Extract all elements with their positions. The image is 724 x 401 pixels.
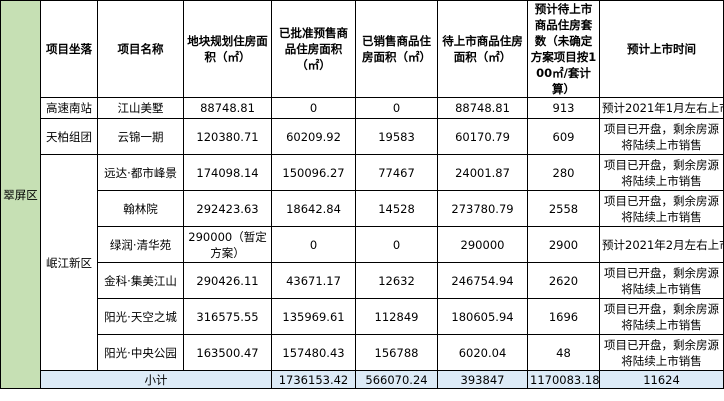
approved-area-cell: 135969.61 [271,298,356,335]
sold-area-cell: 14528 [355,190,438,227]
approved-area-cell: 18642.84 [271,190,356,227]
subtotal-sold: 393847 [437,370,528,389]
pending-area-cell: 6020.04 [437,334,528,371]
expected-units-cell: 913 [527,97,600,119]
district-cell: 翠屏区 [0,0,41,389]
planned-area-cell: 174098.14 [183,154,272,191]
sold-area-cell: 0 [355,226,438,263]
table-row: 天柏组团 云锦一期 120380.71 60209.92 19583 60170… [1,118,724,155]
housing-supply-table: 翠屏区 项目坐落 项目名称 地块规划住房面积（㎡） 已批准预售商品住房面积（㎡）… [0,0,724,389]
project-name-cell: 阳光·天空之城 [97,298,184,335]
expected-units-cell: 280 [527,154,600,191]
subtotal-approved: 566070.24 [355,370,438,389]
table-row: 阳光·中央公园 163500.47 157480.43 156788 6020.… [1,334,724,371]
project-name-cell: 远达·都市峰景 [97,154,184,191]
expected-time-cell: 项目已开盘，剩余房源将陆续上市销售 [599,118,724,155]
table-row: 绿润·清华苑 290000（暂定方案） 0 0 290000 2900 预计20… [1,226,724,263]
planned-area-cell: 120380.71 [183,118,272,155]
planned-area-cell: 292423.63 [183,190,272,227]
approved-area-cell: 60209.92 [271,118,356,155]
table-row: 高速南站 江山美墅 88748.81 0 0 88748.81 913 预计20… [1,97,724,119]
header-name: 项目名称 [97,0,184,98]
expected-time-cell: 预计2021年1月左右上市 [599,97,724,119]
approved-area-cell: 0 [271,97,356,119]
pending-area-cell: 60170.79 [437,118,528,155]
project-name-cell: 江山美墅 [97,97,184,119]
planned-area-cell: 290000（暂定方案） [183,226,272,263]
project-name-cell: 翰林院 [97,190,184,227]
expected-units-cell: 1696 [527,298,600,335]
expected-units-cell: 2900 [527,226,600,263]
table-row: 金科·集美江山 290426.11 43671.17 12632 246754.… [1,262,724,299]
approved-area-cell: 150096.27 [271,154,356,191]
expected-time-cell: 项目已开盘，剩余房源将陆续上市销售 [599,154,724,191]
header-expected-units: 预计待上市商品住房套数（未确定方案项目按100㎡/套计算） [527,0,600,98]
header-sold-area: 已销售商品住房面积（㎡） [355,0,438,98]
expected-time-cell: 项目已开盘，剩余房源将陆续上市销售 [599,298,724,335]
header-pending-area: 待上市商品住房面积（㎡） [437,0,528,98]
approved-area-cell: 157480.43 [271,334,356,371]
location-cell: 天柏组团 [40,118,98,155]
approved-area-cell: 0 [271,226,356,263]
expected-units-cell: 2620 [527,262,600,299]
subtotal-row: 小计 1736153.42 566070.24 393847 1170083.1… [1,370,724,389]
pending-area-cell: 88748.81 [437,97,528,119]
sold-area-cell: 77467 [355,154,438,191]
pending-area-cell: 273780.79 [437,190,528,227]
header-approved-area: 已批准预售商品住房面积（㎡） [271,0,356,98]
planned-area-cell: 316575.55 [183,298,272,335]
sold-area-cell: 156788 [355,334,438,371]
subtotal-pending: 1170083.18 [527,370,600,389]
project-name-cell: 阳光·中央公园 [97,334,184,371]
subtotal-label: 小计 [40,370,272,389]
expected-time-cell: 项目已开盘，剩余房源将陆续上市销售 [599,262,724,299]
table-row: 翰林院 292423.63 18642.84 14528 273780.79 2… [1,190,724,227]
planned-area-cell: 163500.47 [183,334,272,371]
sold-area-cell: 112849 [355,298,438,335]
header-planned-area: 地块规划住房面积（㎡） [183,0,272,98]
expected-units-cell: 2558 [527,190,600,227]
subtotal-planned: 1736153.42 [271,370,356,389]
project-name-cell: 云锦一期 [97,118,184,155]
pending-area-cell: 180605.94 [437,298,528,335]
project-name-cell: 绿润·清华苑 [97,226,184,263]
sold-area-cell: 12632 [355,262,438,299]
planned-area-cell: 88748.81 [183,97,272,119]
header-location: 项目坐落 [40,0,98,98]
sold-area-cell: 19583 [355,118,438,155]
expected-time-cell: 预计2021年2月左右上市 [599,226,724,263]
planned-area-cell: 290426.11 [183,262,272,299]
subdistrict-cell: 岷江新区 [40,154,98,371]
header-expected-time: 预计上市时间 [599,0,724,98]
pending-area-cell: 24001.87 [437,154,528,191]
subtotal-units: 11624 [599,370,724,389]
expected-time-cell: 项目已开盘，剩余房源将陆续上市销售 [599,190,724,227]
expected-time-cell: 项目已开盘，剩余房源将陆续上市销售 [599,334,724,371]
sold-area-cell: 0 [355,97,438,119]
expected-units-cell: 48 [527,334,600,371]
location-cell: 高速南站 [40,97,98,119]
approved-area-cell: 43671.17 [271,262,356,299]
header-row: 翠屏区 项目坐落 项目名称 地块规划住房面积（㎡） 已批准预售商品住房面积（㎡）… [0,0,724,389]
expected-units-cell: 609 [527,118,600,155]
pending-area-cell: 246754.94 [437,262,528,299]
project-name-cell: 金科·集美江山 [97,262,184,299]
table-row: 岷江新区 远达·都市峰景 174098.14 150096.27 77467 2… [1,154,724,371]
table-row: 阳光·天空之城 316575.55 135969.61 112849 18060… [1,298,724,335]
pending-area-cell: 290000 [437,226,528,263]
